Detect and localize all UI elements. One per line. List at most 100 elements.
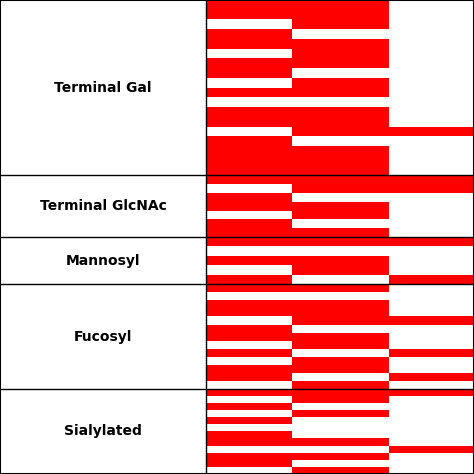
Bar: [389, 246, 474, 256]
Bar: [206, 309, 292, 317]
Bar: [206, 275, 292, 284]
Bar: [389, 219, 474, 228]
Bar: [206, 265, 292, 275]
Bar: [292, 373, 389, 381]
Bar: [389, 210, 474, 219]
Bar: [292, 237, 389, 246]
Bar: [206, 301, 292, 309]
Text: Terminal Gal: Terminal Gal: [55, 81, 152, 95]
Bar: [0, 389, 206, 474]
Bar: [389, 396, 474, 403]
Bar: [292, 381, 389, 389]
Bar: [292, 417, 389, 424]
Bar: [389, 146, 474, 156]
Text: Sialylated: Sialylated: [64, 424, 142, 438]
Bar: [206, 431, 292, 438]
Bar: [206, 98, 292, 107]
Bar: [206, 403, 292, 410]
Bar: [389, 403, 474, 410]
Bar: [292, 424, 389, 431]
Bar: [292, 137, 389, 146]
Bar: [389, 98, 474, 107]
Bar: [292, 228, 389, 237]
Bar: [292, 193, 389, 202]
Bar: [292, 340, 389, 348]
Bar: [206, 117, 292, 127]
Bar: [292, 265, 389, 275]
Bar: [389, 309, 474, 317]
Bar: [389, 373, 474, 381]
Bar: [292, 98, 389, 107]
Bar: [389, 424, 474, 431]
Bar: [206, 256, 292, 265]
Bar: [389, 10, 474, 19]
Bar: [292, 256, 389, 265]
Bar: [292, 333, 389, 340]
Bar: [389, 78, 474, 88]
Bar: [292, 58, 389, 68]
Bar: [389, 0, 474, 10]
Bar: [292, 317, 389, 325]
Bar: [292, 396, 389, 403]
Bar: [389, 184, 474, 193]
Bar: [292, 446, 389, 453]
Bar: [389, 292, 474, 301]
Bar: [292, 348, 389, 356]
Bar: [389, 284, 474, 292]
Bar: [0, 0, 206, 175]
Bar: [206, 137, 292, 146]
Bar: [389, 175, 474, 184]
Bar: [389, 165, 474, 175]
Bar: [292, 389, 389, 396]
Bar: [206, 228, 292, 237]
Bar: [292, 88, 389, 98]
Bar: [292, 165, 389, 175]
Bar: [292, 78, 389, 88]
Bar: [389, 256, 474, 265]
Bar: [206, 107, 292, 117]
Bar: [206, 284, 292, 292]
Bar: [206, 237, 292, 246]
Bar: [292, 117, 389, 127]
Bar: [206, 146, 292, 156]
Bar: [206, 325, 292, 333]
Bar: [389, 389, 474, 396]
Bar: [206, 438, 292, 446]
Bar: [389, 193, 474, 202]
Bar: [292, 365, 389, 373]
Bar: [206, 467, 292, 474]
Bar: [292, 10, 389, 19]
Text: Fucosyl: Fucosyl: [74, 329, 132, 344]
Text: Mannosyl: Mannosyl: [66, 254, 140, 268]
Bar: [206, 10, 292, 19]
Bar: [389, 410, 474, 417]
Bar: [206, 29, 292, 39]
Bar: [389, 117, 474, 127]
Bar: [292, 325, 389, 333]
Bar: [206, 156, 292, 165]
Bar: [292, 49, 389, 58]
Bar: [206, 424, 292, 431]
Bar: [206, 19, 292, 29]
Bar: [206, 460, 292, 467]
Bar: [292, 0, 389, 10]
Bar: [292, 219, 389, 228]
Bar: [206, 210, 292, 219]
Bar: [389, 49, 474, 58]
Bar: [206, 246, 292, 256]
Bar: [292, 39, 389, 49]
Bar: [206, 165, 292, 175]
Bar: [206, 317, 292, 325]
Bar: [389, 19, 474, 29]
Bar: [389, 348, 474, 356]
Bar: [292, 403, 389, 410]
Bar: [292, 19, 389, 29]
Bar: [389, 202, 474, 210]
Bar: [206, 410, 292, 417]
Bar: [206, 365, 292, 373]
Bar: [206, 49, 292, 58]
Bar: [292, 309, 389, 317]
Bar: [389, 417, 474, 424]
Bar: [389, 317, 474, 325]
Bar: [389, 237, 474, 246]
